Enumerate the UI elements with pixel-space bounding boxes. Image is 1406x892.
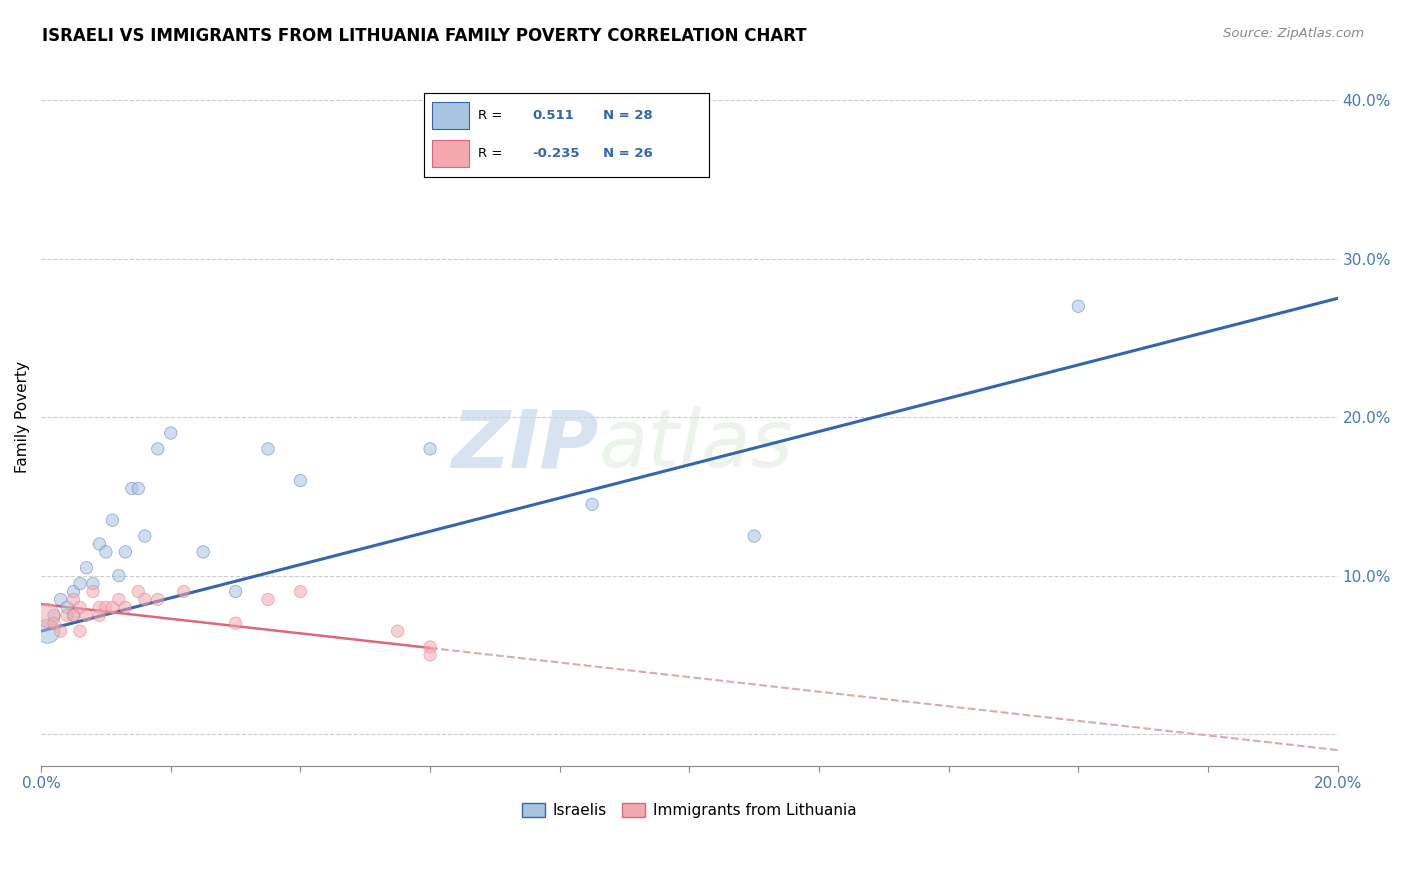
Point <box>1067 299 1090 313</box>
Text: atlas: atlas <box>599 406 793 484</box>
Point <box>42 608 65 623</box>
Point <box>134 592 156 607</box>
Point <box>56 600 79 615</box>
Point <box>42 616 65 631</box>
Point <box>101 513 124 527</box>
Point <box>89 608 111 623</box>
Point <box>121 482 143 496</box>
Point <box>37 608 59 623</box>
Point <box>613 109 636 123</box>
Point <box>62 608 84 623</box>
Point <box>225 584 247 599</box>
Point <box>49 592 72 607</box>
Y-axis label: Family Poverty: Family Poverty <box>15 361 30 473</box>
Point <box>290 474 312 488</box>
Point <box>62 592 84 607</box>
Point <box>146 592 169 607</box>
Point <box>82 576 104 591</box>
Point <box>94 545 117 559</box>
Point <box>89 537 111 551</box>
Point <box>134 529 156 543</box>
Point <box>62 608 84 623</box>
Point <box>225 616 247 631</box>
Point <box>62 584 84 599</box>
Point <box>146 442 169 456</box>
Point <box>387 624 409 639</box>
Point <box>419 640 441 654</box>
Text: Source: ZipAtlas.com: Source: ZipAtlas.com <box>1223 27 1364 40</box>
Point <box>419 442 441 456</box>
Point <box>193 545 215 559</box>
Point <box>69 600 91 615</box>
Point <box>114 600 136 615</box>
Point <box>173 584 195 599</box>
Point <box>76 561 98 575</box>
Point <box>37 624 59 639</box>
Point <box>159 425 181 440</box>
Point <box>69 624 91 639</box>
Text: ZIP: ZIP <box>451 406 599 484</box>
Point <box>82 584 104 599</box>
Point <box>49 624 72 639</box>
Point <box>127 584 149 599</box>
Point <box>89 600 111 615</box>
Text: ISRAELI VS IMMIGRANTS FROM LITHUANIA FAMILY POVERTY CORRELATION CHART: ISRAELI VS IMMIGRANTS FROM LITHUANIA FAM… <box>42 27 807 45</box>
Point <box>742 529 765 543</box>
Legend: Israelis, Immigrants from Lithuania: Israelis, Immigrants from Lithuania <box>516 797 863 824</box>
Point <box>101 600 124 615</box>
Point <box>69 576 91 591</box>
Point <box>108 592 131 607</box>
Point <box>76 608 98 623</box>
Point <box>257 442 280 456</box>
Point <box>290 584 312 599</box>
Point <box>581 497 603 511</box>
Point <box>56 608 79 623</box>
Point <box>127 482 149 496</box>
Point <box>114 545 136 559</box>
Point <box>94 600 117 615</box>
Point <box>419 648 441 662</box>
Point <box>257 592 280 607</box>
Point <box>108 568 131 582</box>
